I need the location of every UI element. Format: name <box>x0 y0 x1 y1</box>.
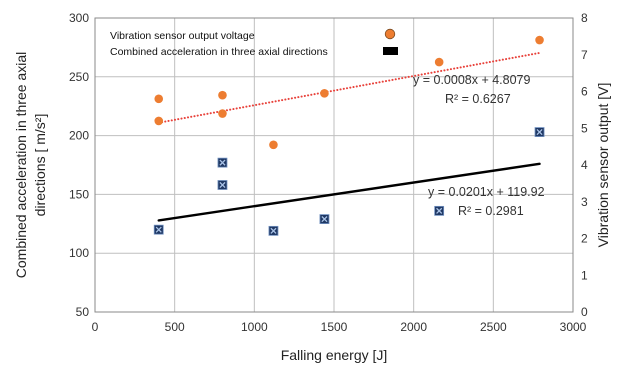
voltage-point-1 <box>154 116 164 126</box>
left-axis-title-line-2: directions [ m/s²] <box>32 114 48 217</box>
acceleration-point-cross-0 <box>155 226 162 233</box>
right-tick-label-2: 2 <box>581 232 588 246</box>
voltage-point-2 <box>218 90 227 100</box>
acceleration-point-cross-6 <box>536 129 543 136</box>
r-squared-acceleration: R² = 0.2981 <box>458 204 524 218</box>
acceleration-point-1 <box>217 157 228 168</box>
left-axis-title-line-1: Combined acceleration in three axial <box>13 52 29 278</box>
right-tick-label-3: 3 <box>581 195 588 209</box>
x-tick-label-2: 1000 <box>241 320 268 334</box>
acceleration-point-2 <box>217 180 228 190</box>
legend-label-acceleration: Combined acceleration in three axial dir… <box>110 46 328 58</box>
left-tick-label-1: 100 <box>69 246 89 260</box>
trendline-voltage <box>157 51 541 124</box>
acceleration-point-3 <box>268 225 279 236</box>
voltage-point-5 <box>320 89 329 98</box>
left-tick-label-2: 150 <box>69 187 89 201</box>
left-tick-label-4: 250 <box>69 70 89 84</box>
right-axis-title: Vibration sensor output [V] <box>595 83 611 248</box>
legend-label-voltage: Vibration sensor output voltage <box>110 30 255 42</box>
voltage-point-7 <box>535 35 544 45</box>
r-squared-voltage: R² = 0.6267 <box>445 92 511 106</box>
voltage-point-3 <box>218 109 227 118</box>
x-tick-label-1: 500 <box>165 320 185 334</box>
right-tick-label-5: 5 <box>581 121 588 135</box>
acceleration-point-cross-5 <box>436 207 443 214</box>
trendline-equation-voltage: y = 0.0008x + 4.8079 <box>413 73 531 87</box>
data-points <box>153 35 545 236</box>
left-axis-title: Combined acceleration in three axial dir… <box>13 52 48 278</box>
x-axis-title: Falling energy [J] <box>281 347 388 363</box>
left-tick-label-0: 50 <box>76 305 90 319</box>
right-tick-label-1: 1 <box>581 268 588 282</box>
trendline-acceleration <box>157 162 541 222</box>
legend-marker-voltage <box>384 28 396 40</box>
voltage-point-6 <box>434 57 444 67</box>
voltage-point-0 <box>154 94 164 104</box>
legend-marker-acceleration <box>383 47 398 55</box>
right-tick-label-4: 4 <box>581 158 588 172</box>
trendlines <box>157 51 541 222</box>
acceleration-point-0 <box>153 224 164 235</box>
x-tick-label-6: 3000 <box>560 320 587 334</box>
grid <box>94 17 574 313</box>
acceleration-point-6 <box>534 127 545 137</box>
legend: Vibration sensor output voltage Combined… <box>110 28 398 58</box>
right-tick-label-7: 7 <box>581 48 588 62</box>
left-axis-ticks: 50 100 150 200 250 300 <box>69 11 89 319</box>
right-tick-label-6: 6 <box>581 85 588 99</box>
acceleration-point-cross-4 <box>321 216 328 223</box>
trendline-equation-acceleration: y = 0.0201x + 119.92 <box>428 185 545 199</box>
x-tick-label-0: 0 <box>92 320 99 334</box>
x-axis-ticks: 0 500 1000 1500 2000 2500 3000 <box>92 320 587 334</box>
acceleration-point-4 <box>319 214 330 224</box>
acceleration-point-cross-2 <box>219 181 226 189</box>
acceleration-point-cross-3 <box>270 227 277 234</box>
acceleration-point-cross-1 <box>219 159 226 166</box>
right-tick-label-0: 0 <box>581 305 588 319</box>
acceleration-point-5 <box>434 205 445 216</box>
x-tick-label-4: 2000 <box>400 320 427 334</box>
left-tick-label-5: 300 <box>69 11 89 25</box>
x-tick-label-5: 2500 <box>480 320 507 334</box>
x-tick-label-3: 1500 <box>321 320 348 334</box>
right-tick-label-8: 8 <box>581 11 588 25</box>
left-tick-label-3: 200 <box>69 129 89 143</box>
right-axis-ticks: 0 1 2 3 4 5 6 7 8 <box>581 11 588 319</box>
voltage-point-4 <box>269 140 278 150</box>
plot-frame <box>94 17 574 313</box>
